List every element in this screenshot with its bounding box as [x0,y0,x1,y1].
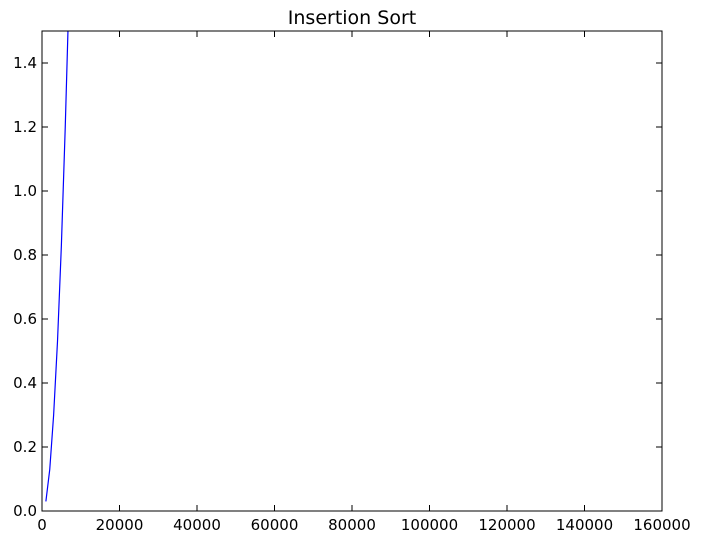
y-tick-label: 0.4 [13,374,37,392]
x-tick-label: 120000 [478,516,535,534]
y-tick-label: 1.2 [13,118,37,136]
y-tick-label: 0.8 [13,246,37,264]
y-tick-label: 1.4 [13,54,37,72]
x-tick-label: 160000 [633,516,690,534]
x-tick-label: 20000 [96,516,144,534]
series-layer [45,31,69,502]
y-tick-label: 0.0 [13,502,37,520]
plot-frame [41,30,663,512]
x-tick-label: 40000 [173,516,221,534]
x-tick-label: 100000 [401,516,458,534]
y-tick-label: 0.6 [13,310,37,328]
y-tick-label: 1.0 [13,182,37,200]
series-line-0 [45,31,69,502]
x-axis: 0 20000 40000 60000 80000 100000 120000 140000 1… [37,31,691,534]
x-tick-label: 60000 [251,516,299,534]
y-axis: 0.0 0.2 0.4 0.6 0.8 1.0 1.2 1.4 [13,54,662,520]
x-tick-label: 140000 [556,516,613,534]
y-tick-label: 0.2 [13,438,37,456]
x-tick-label: 80000 [328,516,376,534]
x-tick-label: 0 [37,516,47,534]
chart-title: Insertion Sort [288,7,416,29]
